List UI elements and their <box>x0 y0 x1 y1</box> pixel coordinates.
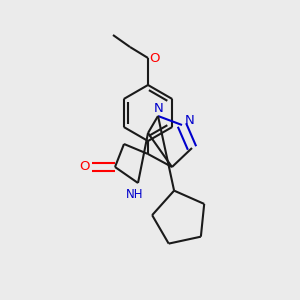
Text: N: N <box>154 101 164 115</box>
Text: O: O <box>80 160 90 173</box>
Text: O: O <box>150 52 160 64</box>
Text: N: N <box>185 113 195 127</box>
Text: NH: NH <box>126 188 144 202</box>
